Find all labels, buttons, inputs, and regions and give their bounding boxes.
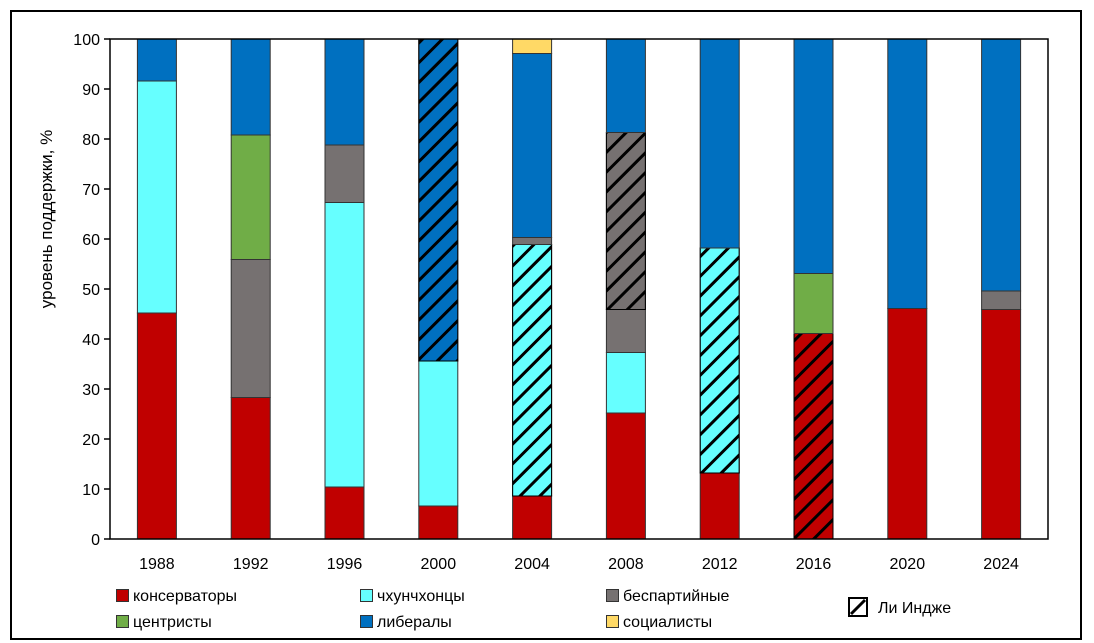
x-tick-label: 2000 (421, 556, 457, 573)
bar-segment (512, 38, 553, 54)
y-tick-label: 10 (82, 482, 100, 499)
bar-segment (136, 312, 177, 540)
bar-segment (981, 290, 1022, 310)
bar-segment (605, 412, 646, 540)
bar-segment (418, 360, 459, 507)
bar-hatch-overlay (605, 132, 646, 310)
bar-segment (418, 505, 459, 540)
x-tick-label: 2012 (702, 556, 738, 573)
legend-label: консерваторы (133, 588, 238, 605)
legend-item-lee-in-je: Ли Индже (848, 597, 951, 618)
bar-hatch-overlay (793, 333, 834, 540)
legend-label: центристы (133, 614, 212, 631)
y-tick-label: 30 (82, 382, 100, 399)
legend-swatch (360, 589, 373, 602)
bar-segment (605, 38, 646, 133)
x-tick-label: 2008 (608, 556, 644, 573)
bar-hatch-overlay (418, 38, 459, 362)
chart-frame: 0 10 20 30 40 50 60 70 80 90 100 1988 1992 1996 2000 20… (10, 10, 1082, 640)
legend-swatch (606, 589, 619, 602)
y-tick-label: 50 (82, 282, 100, 299)
bar-hatch-overlay (699, 247, 740, 474)
bar-hatch-overlay (512, 244, 553, 497)
bar-segment (793, 38, 834, 274)
legend-label: социалисты (623, 614, 713, 631)
y-tick-label: 20 (82, 432, 100, 449)
y-tick-label: 40 (82, 332, 100, 349)
legend-item-chungcheong: чхунчхонцы (360, 588, 465, 606)
bar-segment (324, 486, 365, 540)
bar-segment (887, 38, 928, 309)
bar-segment (324, 38, 365, 146)
bar-segment (136, 38, 177, 82)
x-tick-label: 1988 (139, 556, 175, 573)
legend-item-independents: беспартийные (606, 588, 729, 606)
legend-label: Ли Индже (878, 600, 952, 617)
legend-item-liberals: либералы (360, 614, 452, 632)
legend-swatch (116, 615, 129, 628)
x-tick-label: 1992 (233, 556, 269, 573)
plot-area (109, 38, 1049, 540)
bar-segment (793, 273, 834, 334)
y-tick-label: 100 (73, 32, 100, 49)
bar-segment (605, 309, 646, 353)
bar-segment (512, 237, 553, 245)
x-tick-label: 2016 (796, 556, 832, 573)
legend-item-centrists: центристы (116, 614, 212, 632)
bar-segment (887, 308, 928, 540)
bar-segment (230, 134, 271, 260)
bar-segment (324, 144, 365, 203)
bar-segment (324, 202, 365, 488)
legend-item-socialists: социалисты (606, 614, 712, 632)
y-tick-label: 80 (82, 132, 100, 149)
y-tick-label: 0 (91, 532, 100, 549)
bar-segment (136, 80, 177, 314)
bar-segment (699, 38, 740, 249)
legend-item-conservatives: консерваторы (116, 588, 237, 606)
legend-label: беспартийные (623, 588, 730, 605)
x-tick-label: 2020 (890, 556, 926, 573)
bar-segment (512, 53, 553, 238)
x-tick-label: 1996 (327, 556, 363, 573)
y-tick-label: 70 (82, 182, 100, 199)
bar-segment (981, 38, 1022, 292)
bar-segment (230, 259, 271, 398)
hatch-icon (848, 597, 868, 617)
stacked-bar-chart: 0 10 20 30 40 50 60 70 80 90 100 1988 1992 1996 2000 20… (37, 32, 1049, 573)
bar-segment (981, 309, 1022, 540)
legend-swatch (360, 615, 373, 628)
bar-segment (699, 472, 740, 540)
bar-segment (605, 352, 646, 414)
legend-label: чхунчхонцы (377, 588, 465, 605)
y-tick-label: 90 (82, 82, 100, 99)
bar-segment (230, 38, 271, 136)
y-axis-label: уровень поддержки, % (37, 130, 56, 308)
x-tick-label: 2004 (514, 556, 550, 573)
bar-segment (230, 397, 271, 540)
legend-swatch (606, 615, 619, 628)
legend-swatch (116, 589, 129, 602)
legend-label: либералы (377, 614, 452, 631)
bar-segment (512, 495, 553, 540)
x-tick-label: 2024 (983, 556, 1019, 573)
y-tick-label: 60 (82, 232, 100, 249)
